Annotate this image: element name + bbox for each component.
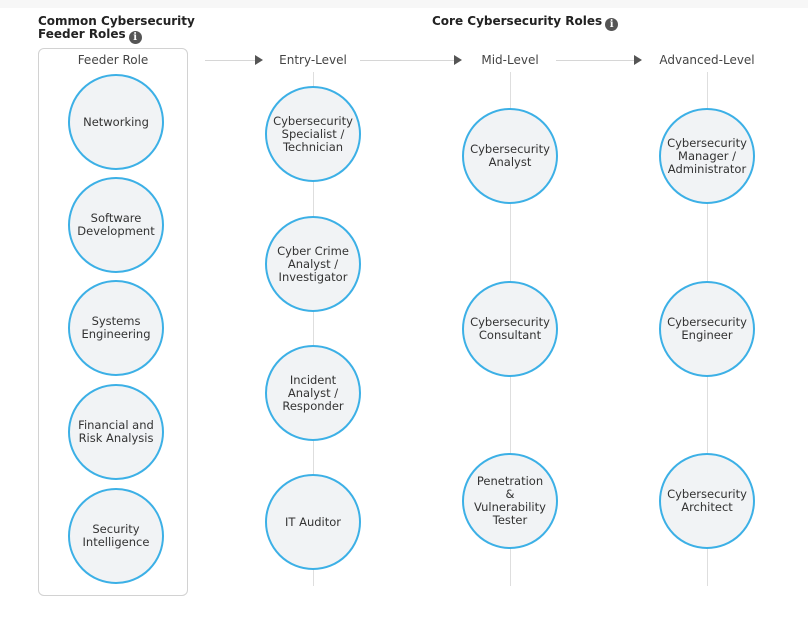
feeder-heading-line2: Feeder Roles — [38, 27, 126, 41]
core-heading-text: Core Cybersecurity Roles — [432, 14, 603, 28]
role-node-cybersecurity-manager[interactable]: Cybersecurity Manager / Administrator — [659, 108, 755, 204]
role-label: IT Auditor — [285, 514, 341, 529]
role-node-networking[interactable]: Networking — [68, 74, 164, 170]
role-label: Networking — [83, 114, 149, 129]
role-label: Cybersecurity Specialist / Technician — [273, 113, 353, 154]
column-header-advanced: Advanced-Level — [659, 53, 755, 67]
info-icon[interactable]: i — [128, 31, 142, 44]
role-node-penetration-tester[interactable]: Penetration & Vulnerability Tester — [462, 453, 558, 549]
role-node-software-development[interactable]: Software Development — [68, 177, 164, 273]
arrow-right-icon — [255, 55, 263, 65]
role-label: Software Development — [77, 211, 155, 238]
arrow-right-icon — [454, 55, 462, 65]
role-node-cybersecurity-analyst[interactable]: Cybersecurity Analyst — [462, 108, 558, 204]
column-header-feeder: Feeder Role — [77, 53, 149, 67]
role-label: Cybersecurity Manager / Administrator — [667, 135, 747, 176]
role-label: Financial and Risk Analysis — [78, 418, 154, 445]
feeder-heading-line1: Common Cybersecurity — [38, 14, 195, 28]
column-line-entry — [313, 72, 314, 586]
connector-line — [556, 60, 634, 61]
column-header-mid: Mid-Level — [481, 53, 539, 67]
column-header-entry: Entry-Level — [279, 53, 347, 67]
role-label: Penetration & Vulnerability Tester — [474, 474, 546, 527]
info-icon[interactable]: i — [605, 18, 619, 31]
role-node-systems-engineering[interactable]: Systems Engineering — [68, 280, 164, 376]
role-label: Cybersecurity Analyst — [470, 142, 550, 169]
role-label: Cybersecurity Consultant — [470, 315, 550, 342]
role-node-cybersecurity-specialist[interactable]: Cybersecurity Specialist / Technician — [265, 86, 361, 182]
role-node-financial-risk-analysis[interactable]: Financial and Risk Analysis — [68, 384, 164, 480]
connector-line — [360, 60, 454, 61]
feeder-roles-panel — [38, 48, 188, 596]
role-node-cybersecurity-architect[interactable]: Cybersecurity Architect — [659, 453, 755, 549]
role-node-cybersecurity-engineer[interactable]: Cybersecurity Engineer — [659, 281, 755, 377]
connector-line — [205, 60, 255, 61]
role-node-security-intelligence[interactable]: Security Intelligence — [68, 488, 164, 584]
arrow-right-icon — [634, 55, 642, 65]
role-label: Systems Engineering — [81, 314, 151, 341]
role-label: Cyber Crime Analyst / Investigator — [277, 243, 349, 284]
role-node-it-auditor[interactable]: IT Auditor — [265, 474, 361, 570]
core-roles-heading: Core Cybersecurity Roles i — [432, 14, 619, 31]
role-label: Cybersecurity Architect — [667, 487, 747, 514]
feeder-roles-heading: Common Cybersecurity Feeder Roles i — [38, 15, 195, 44]
role-label: Cybersecurity Engineer — [667, 315, 747, 342]
role-label: Incident Analyst / Responder — [282, 372, 344, 413]
role-node-incident-analyst[interactable]: Incident Analyst / Responder — [265, 345, 361, 441]
role-node-cyber-crime-analyst[interactable]: Cyber Crime Analyst / Investigator — [265, 216, 361, 312]
role-label: Security Intelligence — [82, 522, 150, 549]
role-node-cybersecurity-consultant[interactable]: Cybersecurity Consultant — [462, 281, 558, 377]
top-bar — [0, 0, 808, 8]
